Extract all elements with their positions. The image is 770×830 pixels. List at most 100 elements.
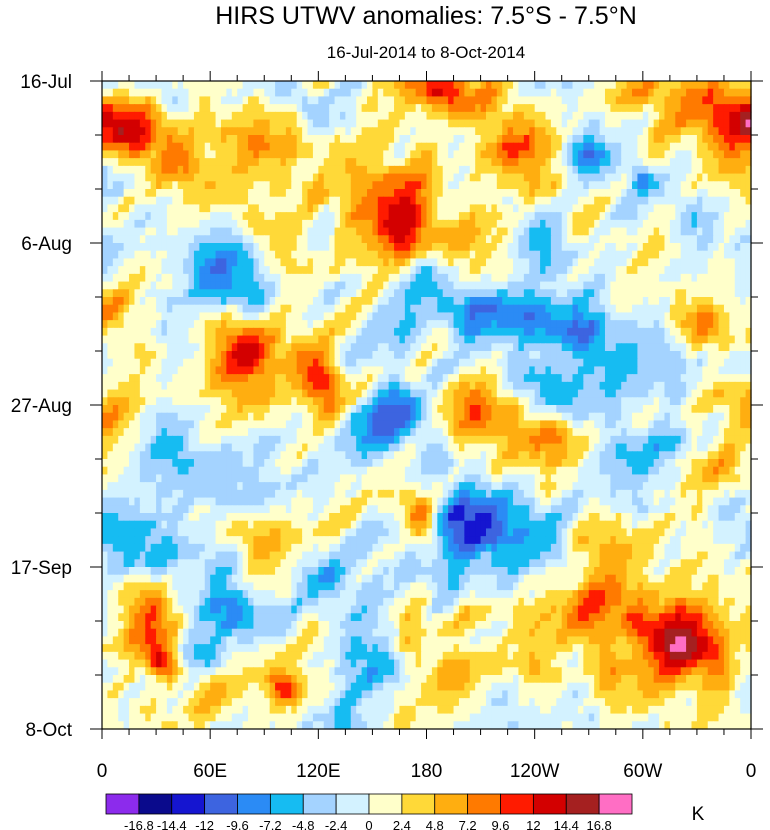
- heatmap-cell: [713, 150, 720, 159]
- heatmap-cell: [686, 289, 693, 298]
- heatmap-cell: [226, 196, 233, 206]
- heatmap-cell: [145, 266, 152, 275]
- heatmap-cell: [367, 327, 374, 337]
- heatmap-cell: [118, 374, 125, 383]
- heatmap-cell: [464, 189, 471, 198]
- heatmap-cell: [107, 173, 114, 182]
- heatmap-cell: [356, 327, 363, 337]
- heatmap-cell: [275, 320, 282, 329]
- heatmap-cell: [421, 96, 428, 105]
- heatmap-cell: [480, 181, 487, 190]
- heatmap-cell: [285, 297, 292, 306]
- heatmap-cell: [383, 181, 390, 190]
- heatmap-cell: [567, 135, 574, 144]
- heatmap-cell: [210, 212, 217, 221]
- heatmap-cell: [307, 258, 314, 267]
- heatmap-cell: [696, 289, 703, 298]
- heatmap-cell: [188, 327, 195, 337]
- heatmap-cell: [102, 196, 109, 206]
- heatmap-cell: [632, 351, 639, 360]
- heatmap-cell: [740, 327, 747, 337]
- heatmap-cell: [621, 304, 628, 314]
- heatmap-cell: [204, 104, 211, 113]
- heatmap-cell: [112, 335, 119, 344]
- heatmap-cell: [388, 104, 395, 113]
- heatmap-cell: [150, 81, 157, 90]
- heatmap-cell: [702, 127, 709, 136]
- heatmap-cell: [285, 397, 292, 406]
- heatmap-cell: [480, 111, 487, 121]
- heatmap-cell: [334, 397, 341, 406]
- heatmap-cell: [372, 212, 379, 221]
- heatmap-cell: [588, 150, 595, 159]
- heatmap-cell: [740, 127, 747, 136]
- heatmap-cell: [621, 320, 628, 329]
- heatmap-cell: [377, 258, 384, 267]
- heatmap-cell: [258, 250, 265, 260]
- heatmap-cell: [442, 281, 449, 290]
- heatmap-cell: [491, 173, 498, 182]
- heatmap-cell: [545, 81, 552, 90]
- heatmap-cell: [507, 250, 514, 260]
- heatmap-cell: [588, 297, 595, 306]
- heatmap-cell: [707, 135, 714, 144]
- heatmap-cell: [599, 104, 606, 113]
- heatmap-cell: [404, 189, 411, 198]
- heatmap-cell: [621, 258, 628, 267]
- heatmap-cell: [210, 135, 217, 144]
- heatmap-cell: [577, 281, 584, 290]
- heatmap-cell: [518, 312, 525, 321]
- heatmap-cell: [675, 119, 682, 128]
- heatmap-cell: [161, 212, 168, 221]
- heatmap-cell: [599, 227, 606, 236]
- heatmap-cell: [302, 111, 309, 121]
- heatmap-cell: [156, 181, 163, 190]
- heatmap-cell: [707, 358, 714, 368]
- heatmap-cell: [161, 250, 168, 260]
- heatmap-cell: [518, 165, 525, 175]
- heatmap-cell: [134, 135, 141, 144]
- heatmap-cell: [599, 258, 606, 267]
- heatmap-cell: [502, 135, 509, 144]
- heatmap-cell: [339, 281, 346, 290]
- heatmap-cell: [610, 96, 617, 105]
- heatmap-cell: [350, 335, 357, 344]
- heatmap-cell: [702, 173, 709, 182]
- heatmap-cell: [269, 150, 276, 159]
- heatmap-cell: [220, 281, 227, 290]
- heatmap-cell: [183, 196, 190, 206]
- heatmap-cell: [394, 135, 401, 144]
- heatmap-cell: [102, 397, 109, 406]
- heatmap-cell: [204, 289, 211, 298]
- heatmap-cell: [415, 312, 422, 321]
- heatmap-cell: [480, 281, 487, 290]
- heatmap-cell: [523, 88, 530, 98]
- heatmap-cell: [567, 258, 574, 267]
- heatmap-cell: [475, 366, 482, 375]
- heatmap-cell: [610, 312, 617, 321]
- heatmap-cell: [529, 212, 536, 221]
- heatmap-cell: [296, 304, 303, 314]
- heatmap-cell: [350, 297, 357, 306]
- heatmap-cell: [448, 219, 455, 229]
- heatmap-cell: [718, 312, 725, 321]
- heatmap-cell: [556, 135, 563, 144]
- heatmap-cell: [248, 297, 255, 306]
- heatmap-cell: [339, 204, 346, 213]
- heatmap-cell: [518, 142, 525, 152]
- heatmap-cell: [172, 227, 179, 236]
- heatmap-cell: [572, 219, 579, 229]
- heatmap-cell: [156, 142, 163, 152]
- heatmap-cell: [653, 127, 660, 136]
- heatmap-cell: [669, 351, 676, 360]
- heatmap-cell: [383, 374, 390, 383]
- heatmap-cell: [166, 173, 173, 182]
- heatmap-cell: [702, 273, 709, 283]
- heatmap-cell: [388, 397, 395, 406]
- heatmap-cell: [118, 273, 125, 283]
- heatmap-cell: [361, 389, 368, 398]
- heatmap-cell: [513, 119, 520, 128]
- heatmap-cell: [123, 273, 130, 283]
- heatmap-cell: [561, 165, 568, 175]
- heatmap-cell: [323, 351, 330, 360]
